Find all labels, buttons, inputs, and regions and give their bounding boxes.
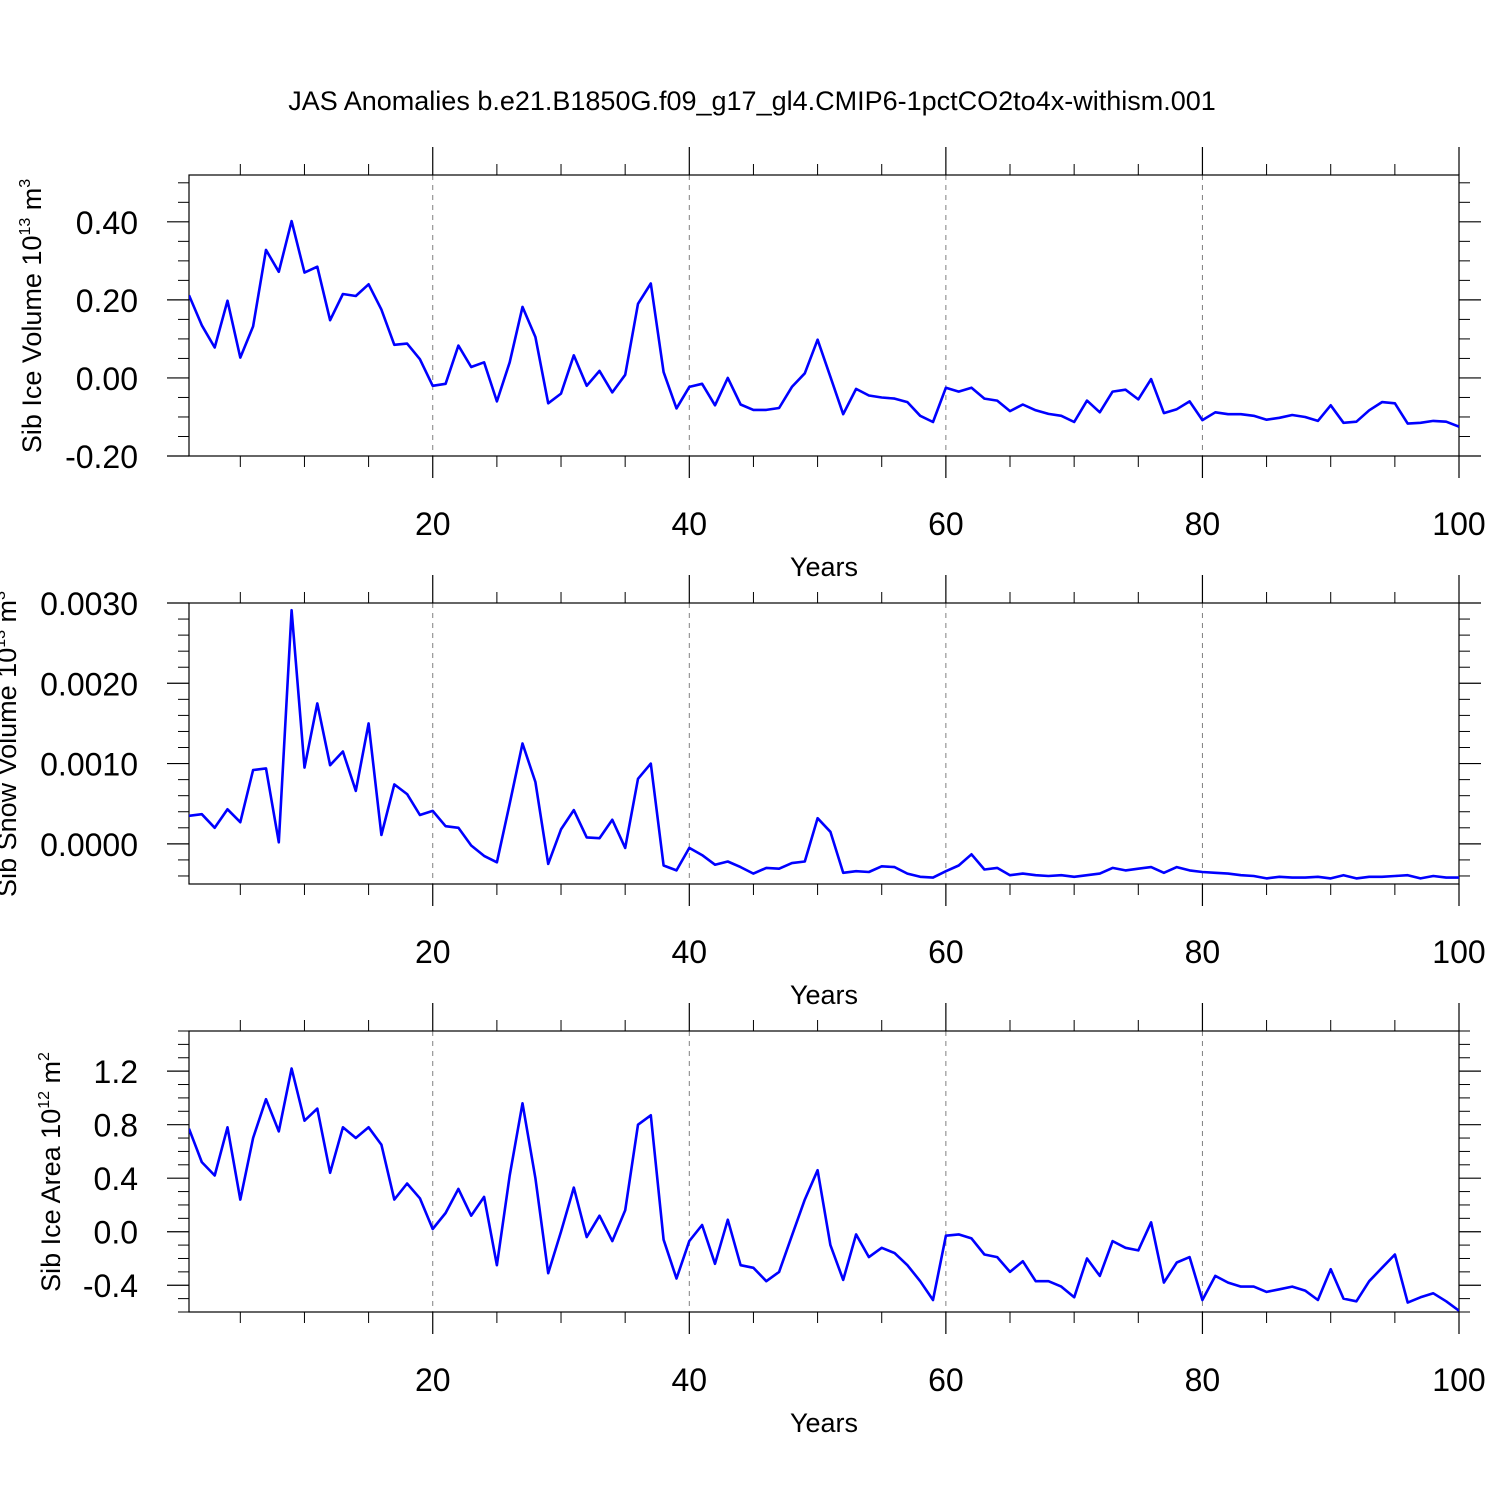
y-tick-label: -0.4: [83, 1268, 138, 1304]
series-line: [189, 608, 1459, 880]
y-axis-label: Sib Ice Area 1012 m2: [36, 1052, 66, 1292]
panel-2: 20 40 60 80 100 Years 0.0000 0.0010 0.0020 0.0030…: [0, 575, 1486, 1010]
y-tick-label: 0.0000: [40, 827, 138, 863]
x-axis-label: Years: [790, 552, 858, 582]
y-tick-label: 0.0010: [40, 747, 138, 783]
y-tick-label: 0.0: [94, 1215, 138, 1251]
x-tick-label: 60: [928, 506, 964, 542]
x-tick-label: 100: [1432, 934, 1485, 970]
x-tick-label: 40: [672, 506, 708, 542]
y-tick-label: 0.4: [94, 1161, 138, 1197]
x-tick-label: 20: [415, 934, 451, 970]
y-tick-label: -0.20: [65, 439, 138, 475]
y-axis-label: Sib Ice Volume 1013 m3: [17, 179, 47, 453]
plot-frame: [188, 174, 1460, 457]
plot-frame: [188, 1030, 1460, 1313]
x-tick-label: 100: [1432, 1362, 1485, 1398]
y-tick-label: 0.00: [76, 361, 138, 397]
y-tick-label: 0.8: [94, 1108, 138, 1144]
x-axis-label: Years: [790, 1408, 858, 1438]
y-axis-label: Sib Snow Volume 1013 m3: [0, 591, 22, 897]
plot-frame: [188, 602, 1460, 885]
x-tick-label: 60: [928, 1362, 964, 1398]
panels-group: 20 40 60 80 100 Years -0.20 0.00 0.20 0.40 Sib Ice…: [0, 147, 1486, 1438]
x-tick-label: 20: [415, 1362, 451, 1398]
x-tick-label: 80: [1185, 934, 1221, 970]
series-line: [189, 1067, 1459, 1312]
x-tick-label: 20: [415, 506, 451, 542]
panel-1: 20 40 60 80 100 Years -0.20 0.00 0.20 0.40 Sib Ice…: [17, 147, 1486, 582]
x-tick-label: 40: [672, 934, 708, 970]
y-tick-label: 0.0030: [40, 586, 138, 622]
panel-3: 20 40 60 80 100 Years -0.4 0.0 0.4 0.8 1.2 Sib Ice …: [36, 1003, 1486, 1438]
x-axis-label: Years: [790, 980, 858, 1010]
x-tick-label: 100: [1432, 506, 1485, 542]
y-tick-label: 0.0020: [40, 666, 138, 702]
series-line: [189, 219, 1459, 428]
y-tick-label: 0.40: [76, 205, 138, 241]
y-tick-label: 1.2: [94, 1054, 138, 1090]
y-tick-label: 0.20: [76, 283, 138, 319]
x-tick-label: 80: [1185, 1362, 1221, 1398]
x-tick-label: 60: [928, 934, 964, 970]
x-tick-label: 80: [1185, 506, 1221, 542]
chart-title: JAS Anomalies b.e21.B1850G.f09_g17_gl4.C…: [288, 86, 1216, 116]
x-tick-label: 40: [672, 1362, 708, 1398]
